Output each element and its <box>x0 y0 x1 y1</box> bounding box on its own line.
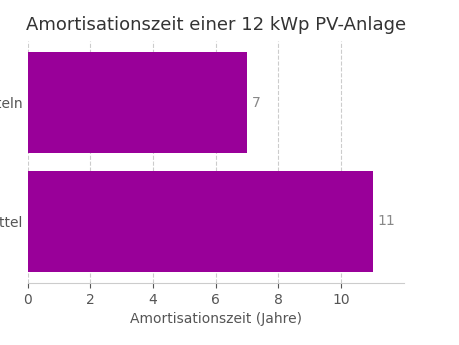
X-axis label: Amortisationszeit (Jahre): Amortisationszeit (Jahre) <box>130 312 302 326</box>
Text: 11: 11 <box>377 215 395 228</box>
Title: Amortisationszeit einer 12 kWp PV-Anlage: Amortisationszeit einer 12 kWp PV-Anlage <box>26 16 406 34</box>
Text: 7: 7 <box>252 96 261 110</box>
Bar <box>28 171 373 272</box>
Bar <box>28 52 247 153</box>
